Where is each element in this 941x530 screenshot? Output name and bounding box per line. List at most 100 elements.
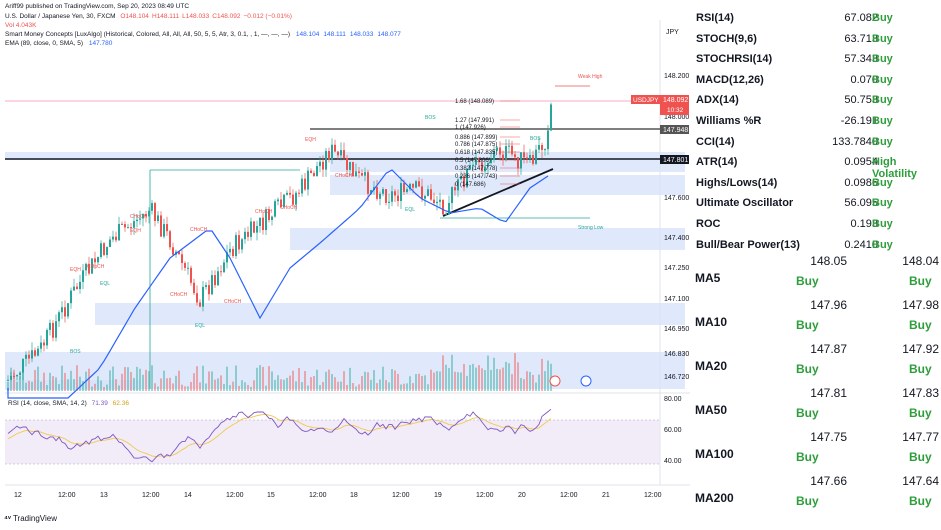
- indicator-value: 50.753: [844, 94, 878, 107]
- volume-bar: [301, 382, 303, 391]
- candle-body: [385, 189, 387, 203]
- candle-body: [520, 152, 522, 169]
- candle-body: [100, 243, 102, 258]
- volume-bar: [130, 372, 132, 391]
- indicator-value: 0.0986: [844, 176, 878, 189]
- volume-bar: [310, 377, 312, 391]
- volume-bar: [49, 372, 51, 391]
- volume-bar: [361, 376, 363, 391]
- fib-level-label: 0.382 (147.778): [455, 166, 497, 172]
- ema-line: [7, 169, 549, 399]
- eql-label: EQL: [405, 207, 415, 213]
- candle-body: [436, 201, 438, 204]
- candle-body: [124, 224, 126, 228]
- indicator-name: MACD(12,26): [696, 73, 764, 86]
- volume-bar: [328, 369, 330, 391]
- candle-body: [325, 150, 327, 170]
- candle-body: [475, 158, 477, 165]
- volume-bar: [22, 365, 24, 391]
- candle-body: [280, 199, 282, 208]
- time-axis-label: 12:00: [392, 492, 410, 499]
- volume-line: Vol 4.043K: [5, 22, 37, 29]
- indicator-action: Buy: [872, 197, 893, 210]
- order-block-zone: [330, 160, 685, 172]
- volume-bar: [61, 365, 63, 391]
- candle-body: [46, 329, 48, 346]
- volume-bar: [115, 379, 117, 391]
- volume-bar: [124, 367, 126, 391]
- ma-simple-action: Buy: [796, 450, 819, 464]
- candle-body: [142, 213, 144, 219]
- candle-body: [301, 178, 303, 194]
- candle-body: [58, 312, 60, 322]
- candle-body: [70, 290, 72, 304]
- price-chart[interactable]: 1.68 (148.089) 1.27 (147.991)1 (147.926) 0…: [0, 0, 690, 530]
- volume-bar: [112, 366, 114, 391]
- rsi-line: [7, 408, 552, 463]
- candle-body: [121, 223, 123, 225]
- volume-bar: [316, 369, 318, 391]
- candle-body: [472, 164, 474, 166]
- candle-body: [154, 203, 156, 221]
- time-axis-label: 19: [434, 492, 442, 499]
- volume-bar: [385, 380, 387, 391]
- ma-exp-value: 148.04: [902, 254, 939, 268]
- candle-body: [328, 150, 330, 160]
- volume-bar: [31, 381, 33, 391]
- order-block-zone: [5, 380, 140, 390]
- indicator-action: Buy: [872, 12, 893, 24]
- volume-bar: [211, 371, 213, 391]
- volume-bar: [133, 377, 135, 391]
- candle-body: [211, 275, 213, 295]
- candle-body: [340, 150, 342, 156]
- chart-panel[interactable]: 1.68 (148.089) 1.27 (147.991) 1 (147.926) 0…: [0, 0, 690, 530]
- volume-bar: [208, 371, 210, 391]
- volume-bar: [151, 365, 153, 391]
- volume-bar: [271, 371, 273, 391]
- technical-summary-panel: RSI(14) 67.082 Buy STOCH(9,6) 63.713 Buy STOCH…: [690, 0, 941, 530]
- volume-bar: [7, 381, 9, 391]
- countdown-text: 10:32: [667, 107, 684, 114]
- candle-body: [7, 379, 9, 381]
- volume-bar: [232, 381, 234, 391]
- time-axis-label: 21: [602, 492, 610, 499]
- candle-body: [367, 172, 369, 194]
- eql-label: EQL: [195, 323, 205, 329]
- candle-body: [460, 176, 462, 180]
- volume-bar: [442, 355, 444, 391]
- volume-bar: [82, 381, 84, 391]
- volume-bar: [253, 380, 255, 391]
- candle-body: [241, 239, 243, 250]
- candle-body: [202, 286, 204, 307]
- volume-bar: [193, 373, 195, 391]
- volume-bar: [517, 362, 519, 391]
- candle-body: [448, 203, 450, 215]
- volume-bar: [139, 368, 141, 391]
- volume-bar: [511, 374, 513, 391]
- volume-bar: [76, 365, 78, 391]
- candle-body: [283, 194, 285, 208]
- volume-bar: [376, 383, 378, 391]
- candle-body: [214, 275, 216, 286]
- indicator-name: RSI(14): [696, 12, 734, 24]
- ma-row: MA200 147.66 Buy 147.64 Buy: [690, 473, 941, 517]
- indicator-value: 0.0954: [844, 156, 878, 169]
- volume-bar: [367, 372, 369, 391]
- candle-body: [343, 150, 345, 159]
- candle-body: [130, 227, 132, 229]
- candle-body: [136, 219, 138, 222]
- ma-row: MA10 147.96 Buy 147.98 Buy: [690, 297, 941, 341]
- indicator-value: 57.343: [844, 53, 878, 66]
- level-tag: [660, 125, 689, 134]
- candle-body: [463, 176, 465, 188]
- candle-body: [205, 285, 207, 287]
- candle-body: [442, 199, 444, 215]
- candle-body: [160, 215, 162, 237]
- fib-level-label: 1.27 (147.991): [455, 118, 494, 124]
- candle-body: [298, 192, 300, 194]
- ma-simple-action: Buy: [796, 494, 819, 508]
- candle-body: [232, 248, 234, 257]
- ema-title: EMA (89, close, 0, SMA, 5): [5, 40, 84, 47]
- symbol-title: U.S. Dollar / Japanese Yen, 30, FXCM: [5, 13, 116, 20]
- candle-body: [187, 267, 189, 269]
